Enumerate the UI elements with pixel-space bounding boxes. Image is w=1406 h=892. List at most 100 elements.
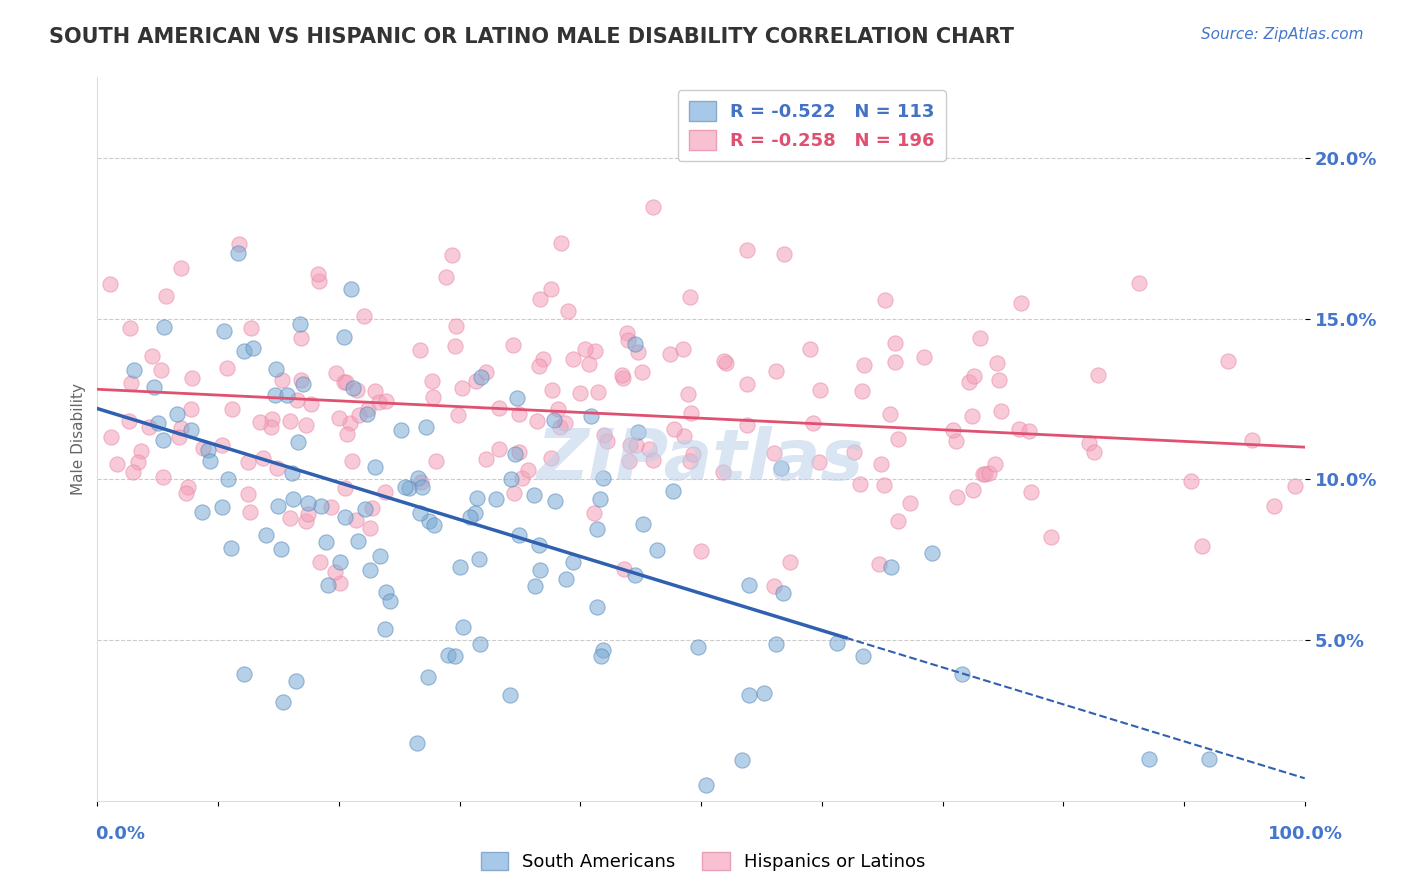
Point — [631, 517, 654, 532]
Point — [612, 371, 634, 385]
Point — [240, 321, 263, 335]
Point — [529, 537, 551, 551]
Point — [548, 420, 571, 434]
Point — [155, 289, 177, 303]
Point — [631, 365, 654, 379]
Point — [271, 695, 294, 709]
Point — [270, 542, 292, 557]
Point — [627, 425, 650, 439]
Point — [873, 478, 896, 492]
Point — [118, 414, 141, 428]
Point — [679, 289, 702, 303]
Point — [278, 511, 301, 525]
Point — [851, 384, 873, 398]
Point — [408, 343, 430, 357]
Point — [340, 454, 363, 468]
Point — [367, 394, 389, 409]
Point — [957, 376, 980, 390]
Legend: R = -0.522   N = 113, R = -0.258   N = 196: R = -0.522 N = 113, R = -0.258 N = 196 — [678, 90, 946, 161]
Point — [735, 377, 758, 392]
Point — [592, 643, 614, 657]
Point — [624, 567, 647, 582]
Point — [297, 507, 319, 521]
Point — [875, 293, 897, 307]
Point — [852, 648, 875, 663]
Point — [508, 407, 530, 421]
Point — [236, 487, 259, 501]
Point — [267, 499, 290, 513]
Point — [153, 320, 176, 334]
Point — [434, 269, 457, 284]
Point — [451, 380, 474, 394]
Point — [506, 391, 529, 405]
Point — [1263, 499, 1285, 513]
Point — [346, 384, 368, 398]
Point — [264, 361, 287, 376]
Point — [354, 502, 377, 516]
Point — [294, 418, 316, 433]
Point — [297, 496, 319, 510]
Point — [470, 637, 492, 651]
Point — [325, 366, 347, 380]
Point — [679, 454, 702, 468]
Point — [291, 376, 314, 391]
Point — [278, 414, 301, 428]
Point — [808, 454, 831, 468]
Point — [547, 401, 569, 416]
Point — [360, 501, 382, 516]
Point — [416, 670, 439, 684]
Point — [586, 522, 609, 536]
Text: 100.0%: 100.0% — [1268, 825, 1343, 843]
Point — [541, 383, 564, 397]
Point — [233, 344, 256, 359]
Point — [287, 434, 309, 449]
Point — [529, 563, 551, 577]
Point — [328, 410, 350, 425]
Point — [347, 534, 370, 549]
Point — [359, 521, 381, 535]
Point — [624, 437, 647, 451]
Point — [887, 432, 910, 446]
Point — [418, 514, 440, 528]
Point — [249, 416, 271, 430]
Point — [415, 420, 437, 434]
Point — [259, 420, 281, 434]
Point — [271, 372, 294, 386]
Point — [962, 483, 984, 497]
Point — [540, 451, 562, 466]
Point — [315, 534, 337, 549]
Point — [266, 461, 288, 475]
Point — [290, 331, 312, 345]
Point — [211, 438, 233, 452]
Point — [470, 370, 492, 384]
Point — [503, 447, 526, 461]
Point — [357, 402, 380, 417]
Point — [281, 491, 304, 506]
Point — [339, 416, 361, 430]
Point — [363, 459, 385, 474]
Point — [1078, 435, 1101, 450]
Point — [1083, 445, 1105, 459]
Point — [458, 510, 481, 524]
Point — [316, 578, 339, 592]
Point — [262, 412, 284, 426]
Point — [191, 505, 214, 519]
Point — [1128, 276, 1150, 290]
Point — [765, 637, 787, 651]
Point — [643, 452, 665, 467]
Point — [544, 494, 567, 508]
Point — [887, 514, 910, 528]
Point — [254, 527, 277, 541]
Point — [612, 368, 634, 382]
Y-axis label: Male Disability: Male Disability — [72, 383, 86, 495]
Point — [336, 426, 359, 441]
Point — [449, 559, 471, 574]
Point — [799, 342, 821, 356]
Point — [763, 579, 786, 593]
Point — [356, 407, 378, 421]
Point — [129, 444, 152, 458]
Point — [555, 572, 578, 586]
Point — [986, 356, 1008, 370]
Point — [444, 319, 467, 334]
Point — [374, 394, 396, 409]
